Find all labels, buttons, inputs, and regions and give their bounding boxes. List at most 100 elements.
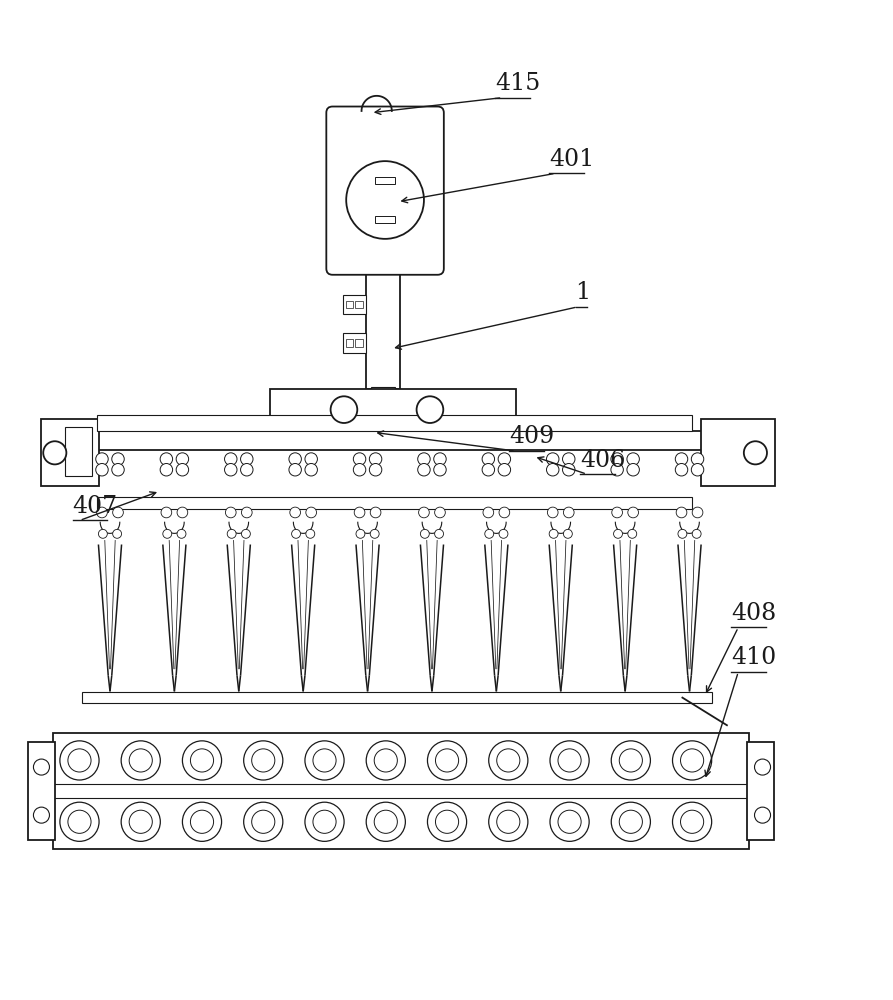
Circle shape [428,741,467,780]
Bar [747,742,774,840]
Circle shape [417,396,443,423]
Circle shape [499,507,510,518]
Circle shape [374,749,397,772]
Circle shape [611,741,650,780]
Circle shape [418,464,430,476]
Circle shape [680,749,704,772]
Circle shape [177,529,186,538]
Circle shape [627,453,639,465]
Circle shape [330,396,357,423]
Circle shape [113,507,123,518]
Circle shape [547,507,558,518]
Circle shape [60,741,99,780]
FancyBboxPatch shape [326,107,444,275]
Circle shape [129,749,153,772]
Circle shape [68,810,91,833]
Circle shape [547,464,559,476]
Circle shape [428,802,467,841]
Circle shape [370,464,382,476]
Circle shape [680,810,704,833]
Circle shape [121,741,161,780]
Circle shape [241,529,250,538]
Bar [96,497,692,509]
Circle shape [482,464,495,476]
Circle shape [421,529,430,538]
Circle shape [435,529,444,538]
Circle shape [691,464,704,476]
Circle shape [628,529,637,538]
Circle shape [558,749,581,772]
Circle shape [366,741,405,780]
Circle shape [628,507,638,518]
Circle shape [435,507,446,518]
Circle shape [289,453,302,465]
Circle shape [43,441,66,464]
Circle shape [313,749,336,772]
Bar [375,216,395,223]
Circle shape [96,507,107,518]
Circle shape [356,529,365,538]
Circle shape [563,529,572,538]
Bar [346,301,353,308]
Circle shape [497,810,520,833]
Circle shape [498,453,511,465]
Circle shape [672,802,712,841]
Circle shape [488,741,528,780]
Circle shape [354,464,366,476]
Bar [96,415,692,431]
Circle shape [33,807,49,823]
Circle shape [305,453,317,465]
Bar [375,177,395,184]
Circle shape [224,464,237,476]
Circle shape [497,749,520,772]
Circle shape [176,453,188,465]
Circle shape [305,741,344,780]
Circle shape [611,453,623,465]
Circle shape [692,507,703,518]
Circle shape [627,464,639,476]
Circle shape [499,529,508,538]
Text: 410: 410 [731,646,777,669]
Circle shape [613,529,622,538]
Circle shape [244,802,283,841]
Circle shape [744,441,767,464]
Bar [65,427,92,476]
Circle shape [241,507,252,518]
Circle shape [692,529,701,538]
Circle shape [488,802,528,841]
Bar [65,431,738,450]
Text: 407: 407 [72,495,118,518]
Circle shape [434,453,446,465]
Circle shape [163,529,171,538]
Bar [28,742,54,840]
Circle shape [371,507,381,518]
Circle shape [549,529,558,538]
Circle shape [290,507,301,518]
Circle shape [675,464,688,476]
Circle shape [96,464,108,476]
Circle shape [160,464,172,476]
Circle shape [550,741,589,780]
Circle shape [371,529,380,538]
Circle shape [240,453,253,465]
Circle shape [305,802,344,841]
Circle shape [305,464,317,476]
Circle shape [434,464,446,476]
Circle shape [612,507,622,518]
Circle shape [160,453,172,465]
Circle shape [355,507,365,518]
Circle shape [755,759,771,775]
Circle shape [182,741,221,780]
Circle shape [244,741,283,780]
Circle shape [161,507,171,518]
Circle shape [611,802,650,841]
Circle shape [483,507,494,518]
Bar [343,295,366,314]
Text: 409: 409 [509,425,554,448]
Bar [366,269,400,389]
Bar [701,419,775,486]
Circle shape [482,453,495,465]
Circle shape [305,529,314,538]
Text: 401: 401 [549,148,594,171]
Circle shape [619,810,642,833]
